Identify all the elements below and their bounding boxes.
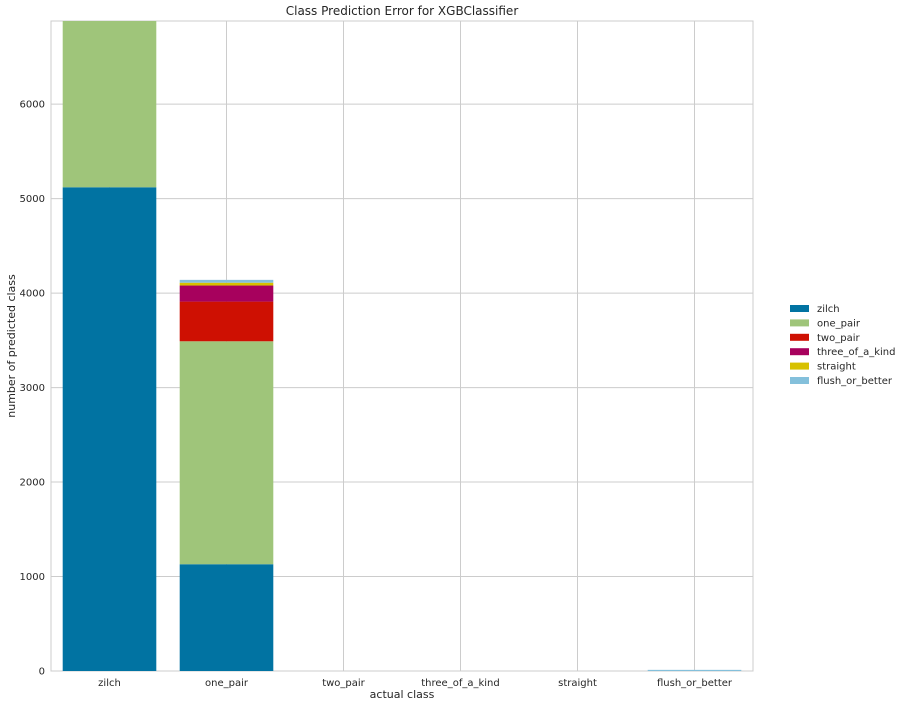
- legend-label: flush_or_better: [817, 376, 893, 387]
- x-tick-label: zilch: [98, 678, 121, 689]
- bars: [62, 21, 742, 672]
- x-tick-label: one_pair: [205, 678, 249, 689]
- plot-area: [50, 20, 754, 672]
- bar-segment-one_pair: [62, 21, 157, 188]
- bar-segment-one_pair: [179, 341, 274, 565]
- y-tick-label: 2000: [20, 478, 45, 489]
- y-tick-label: 3000: [20, 383, 45, 394]
- legend-label: two_pair: [817, 333, 860, 344]
- x-tick-label: flush_or_better: [657, 678, 733, 689]
- legend-swatch-zilch: [790, 305, 809, 312]
- legend-label: one_pair: [817, 318, 861, 329]
- bar-segment-straight: [179, 282, 274, 286]
- legend-swatch-three_of_a_kind: [790, 348, 809, 356]
- legend: zilch one_pair two_pair three_of_a_kindstra…: [790, 304, 895, 387]
- x-tick-labels: zilch one_pair two_pair three_of_a_kind stra…: [98, 678, 733, 689]
- y-tick-label: 1000: [20, 572, 45, 583]
- y-tick-label: 6000: [20, 100, 45, 111]
- y-tick-labels: 0 1000 2000 3000 4000 5000 6000: [20, 100, 45, 678]
- y-tick-label: 4000: [20, 289, 45, 300]
- legend-swatch-one_pair: [790, 319, 809, 327]
- x-tick-label: three_of_a_kind: [421, 678, 499, 689]
- legend-swatch-flush_or_better: [790, 377, 809, 384]
- legend-label: zilch: [817, 304, 840, 315]
- bar-segment-two_pair: [179, 301, 274, 342]
- bar-segment-three_of_a_kind: [179, 285, 274, 302]
- bar-segment-zilch: [62, 187, 157, 672]
- bar-segment-zilch: [179, 564, 274, 671]
- y-tick-label: 0: [39, 667, 45, 678]
- bar-segment-flush_or_better: [179, 279, 274, 283]
- y-axis-label: number of predicted class: [5, 274, 18, 418]
- bar-segment-flush_or_better: [647, 669, 742, 671]
- legend-swatch-straight: [790, 362, 809, 370]
- x-axis-label: actual class: [370, 688, 435, 701]
- chart-title: Class Prediction Error for XGBClassifier: [286, 4, 519, 18]
- legend-swatch-two_pair: [790, 333, 809, 341]
- legend-label: three_of_a_kind: [817, 347, 895, 358]
- x-tick-label: two_pair: [322, 678, 365, 689]
- y-tick-label: 5000: [20, 194, 45, 205]
- legend-label: straight: [817, 362, 856, 373]
- x-tick-label: straight: [558, 678, 597, 689]
